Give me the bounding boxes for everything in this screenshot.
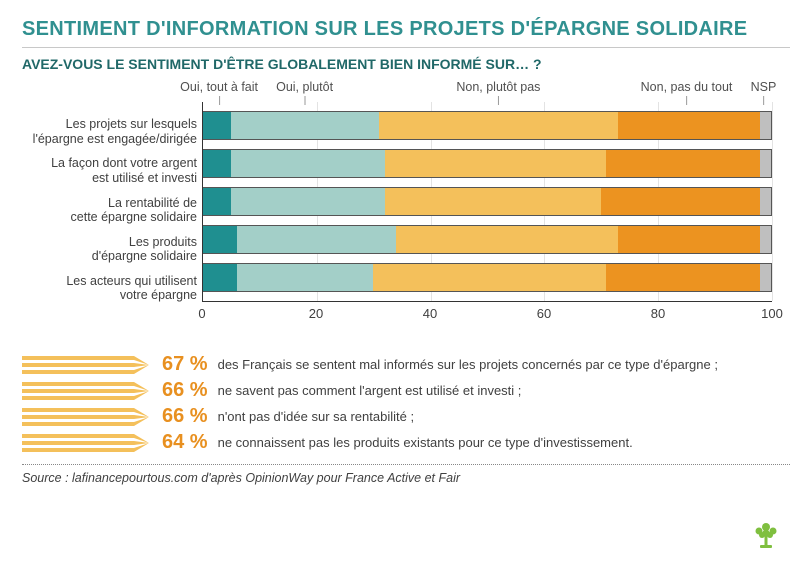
bar-segment <box>385 150 607 177</box>
gridline <box>772 102 773 301</box>
bar-segment <box>203 226 237 253</box>
legend-item: Oui, plutôt <box>276 80 333 94</box>
legend: Oui, tout à faitOui, plutôtNon, plutôt p… <box>202 80 772 102</box>
logo-tree-icon <box>748 515 784 551</box>
legend-item: Non, plutôt pas <box>456 80 540 94</box>
bar-segment <box>231 188 384 215</box>
divider-dotted <box>22 464 790 465</box>
bar-segment <box>385 188 601 215</box>
bar-segment <box>231 112 379 139</box>
bar-segment <box>237 226 396 253</box>
bar-segment <box>618 226 760 253</box>
bar-segment <box>760 264 771 291</box>
bar-segment <box>760 112 771 139</box>
bar-segment <box>606 264 759 291</box>
bar-segment <box>760 226 771 253</box>
x-tick-label: 0 <box>198 306 205 321</box>
callout-row: 64 % ne connaissent pas les produits exis… <box>22 431 790 454</box>
bar-segment <box>760 150 771 177</box>
x-tick-label: 40 <box>423 306 437 321</box>
callout-row: 67 % des Français se sentent mal informés… <box>22 353 790 376</box>
callouts: 67 % des Français se sentent mal informés… <box>22 353 790 454</box>
source-text: Source : lafinancepourtous.com d'après O… <box>22 471 790 485</box>
subtitle: AVEZ-VOUS LE SENTIMENT D'ÊTRE GLOBALEMEN… <box>22 56 790 72</box>
bar-segment <box>203 150 231 177</box>
callout-row: 66 % n'ont pas d'idée sur sa rentabilité … <box>22 405 790 428</box>
callout-pct: 64 % <box>162 431 208 454</box>
category-label: Les projets sur lesquelsl'épargne est en… <box>22 117 197 146</box>
bar-segment <box>760 188 771 215</box>
bar-segment <box>203 188 231 215</box>
bar-segment <box>396 226 618 253</box>
category-label: Les acteurs qui utilisentvotre épargne <box>22 274 197 303</box>
bar-segment <box>379 112 618 139</box>
bar-row <box>203 149 772 178</box>
bar-segment <box>237 264 373 291</box>
arrow-icon <box>22 355 152 375</box>
title-rule <box>22 47 790 48</box>
callout-pct: 67 % <box>162 353 208 376</box>
arrow-icon <box>22 433 152 453</box>
callout-pct: 66 % <box>162 379 208 402</box>
category-label: La rentabilité decette épargne solidaire <box>22 196 197 225</box>
bars <box>203 102 772 301</box>
category-label: Les produitsd'épargne solidaire <box>22 235 197 264</box>
callout-pct: 66 % <box>162 405 208 428</box>
bar-segment <box>618 112 760 139</box>
plot-area <box>202 102 772 302</box>
chart: Oui, tout à fait Oui, plutôt Non, plutôt p… <box>22 80 790 345</box>
category-label: La façon dont votre argentest utilisé et… <box>22 156 197 185</box>
callout-text: ne savent pas comment l'argent est utili… <box>218 383 522 398</box>
y-labels: Les projets sur lesquelsl'épargne est en… <box>22 110 197 310</box>
x-tick-label: 60 <box>537 306 551 321</box>
legend-item: Non, pas du tout <box>641 80 733 94</box>
callout-row: 66 % ne savent pas comment l'argent est u… <box>22 379 790 402</box>
bar-row <box>203 111 772 140</box>
x-tick-label: 80 <box>651 306 665 321</box>
bar-row <box>203 187 772 216</box>
arrow-icon <box>22 381 152 401</box>
page-title: SENTIMENT D'INFORMATION SUR LES PROJETS … <box>22 18 790 41</box>
bar-segment <box>231 150 384 177</box>
bar-segment <box>601 188 760 215</box>
bar-segment <box>203 112 231 139</box>
callout-text: n'ont pas d'idée sur sa rentabilité ; <box>218 409 414 424</box>
legend-item: Oui, tout à fait <box>180 80 258 94</box>
x-tick-label: 20 <box>309 306 323 321</box>
bar-segment <box>373 264 606 291</box>
bar-segment <box>203 264 237 291</box>
x-labels: 020406080100 <box>202 302 772 322</box>
bar-segment <box>606 150 759 177</box>
bar-row <box>203 263 772 292</box>
arrow-icon <box>22 407 152 427</box>
x-tick-label: 100 <box>761 306 783 321</box>
callout-text: des Français se sentent mal informés sur… <box>218 357 718 372</box>
callout-text: ne connaissent pas les produits existant… <box>218 435 633 450</box>
bar-row <box>203 225 772 254</box>
legend-item: NSP <box>751 80 777 94</box>
